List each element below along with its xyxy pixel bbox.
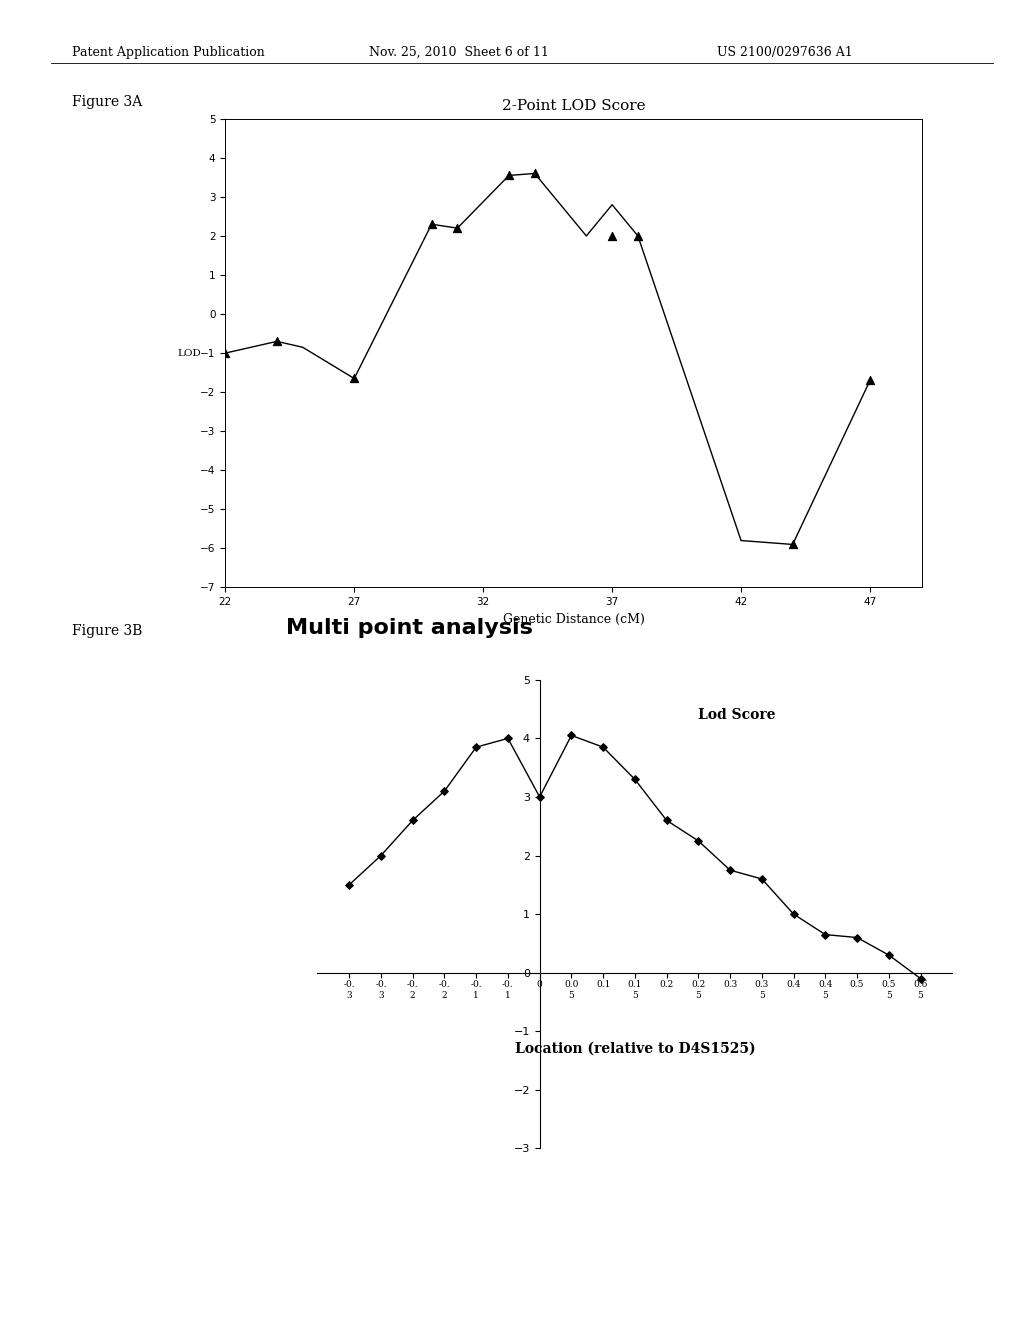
- Point: [346, 368, 362, 389]
- Point: [627, 768, 643, 789]
- Point: [217, 342, 233, 363]
- Title: 2-Point LOD Score: 2-Point LOD Score: [502, 99, 645, 114]
- Point: [912, 968, 929, 989]
- Point: [500, 727, 516, 748]
- Text: Figure 3B: Figure 3B: [72, 624, 142, 639]
- Point: [563, 725, 580, 746]
- Point: [531, 787, 548, 808]
- Point: [658, 810, 675, 832]
- Text: Patent Application Publication: Patent Application Publication: [72, 46, 264, 59]
- Point: [785, 904, 802, 925]
- Point: [784, 533, 801, 554]
- Point: [722, 859, 738, 880]
- X-axis label: Location (relative to D4S1525): Location (relative to D4S1525): [515, 1041, 755, 1056]
- Point: [268, 331, 285, 352]
- Text: US 2100/0297636 A1: US 2100/0297636 A1: [717, 46, 853, 59]
- Point: [404, 810, 421, 832]
- Point: [468, 737, 484, 758]
- Point: [754, 869, 770, 890]
- Point: [604, 226, 621, 247]
- Point: [862, 370, 879, 391]
- Text: Lod Score: Lod Score: [698, 708, 776, 722]
- Text: Figure 3A: Figure 3A: [72, 95, 142, 108]
- Text: Nov. 25, 2010  Sheet 6 of 11: Nov. 25, 2010 Sheet 6 of 11: [369, 46, 549, 59]
- Point: [341, 874, 357, 895]
- Point: [849, 927, 865, 948]
- Point: [690, 830, 707, 851]
- X-axis label: Genetic Distance (cM): Genetic Distance (cM): [503, 612, 644, 626]
- Point: [450, 218, 466, 239]
- Y-axis label: LOD: LOD: [177, 348, 201, 358]
- Point: [526, 162, 543, 183]
- Point: [423, 214, 439, 235]
- Point: [373, 845, 389, 866]
- Point: [817, 924, 834, 945]
- Point: [595, 737, 611, 758]
- Point: [630, 226, 646, 247]
- Text: Multi point analysis: Multi point analysis: [286, 618, 534, 638]
- Point: [881, 945, 897, 966]
- Point: [501, 165, 517, 186]
- Point: [436, 780, 453, 801]
